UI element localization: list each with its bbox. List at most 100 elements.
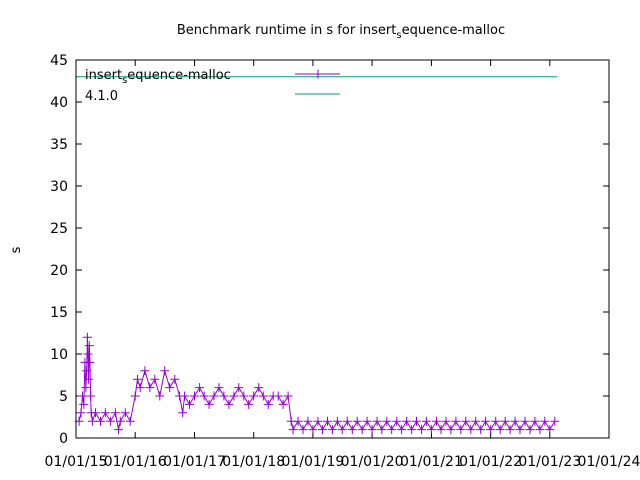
data-point-insert-sequence-malloc xyxy=(79,399,89,409)
data-point-insert-sequence-malloc xyxy=(244,399,254,409)
data-point-insert-sequence-malloc xyxy=(486,425,496,435)
chart-title-suffix: equence-malloc xyxy=(402,23,506,38)
x-tick-label: 01/01/15 xyxy=(45,454,108,470)
data-point-insert-sequence-malloc xyxy=(441,416,451,426)
data-point-insert-sequence-malloc xyxy=(185,399,194,409)
data-point-insert-sequence-malloc xyxy=(160,366,170,376)
y-tick-label: 30 xyxy=(50,179,68,195)
data-point-insert-sequence-malloc xyxy=(178,408,188,418)
data-point-insert-sequence-malloc xyxy=(540,416,550,426)
data-point-insert-sequence-malloc xyxy=(342,416,352,426)
x-tick-label: 01/01/24 xyxy=(578,454,640,470)
data-point-insert-sequence-malloc xyxy=(82,332,92,342)
plot-border xyxy=(75,59,610,439)
x-tick-label: 01/01/23 xyxy=(518,454,581,470)
x-tick-label: 01/01/21 xyxy=(400,454,463,470)
data-point-insert-sequence-malloc xyxy=(367,425,377,435)
data-point-insert-sequence-malloc xyxy=(535,425,545,435)
data-point-insert-sequence-malloc xyxy=(397,425,407,435)
legend-label-4-1-0: 4.1.0 xyxy=(85,89,118,104)
series-layer xyxy=(74,76,560,435)
x-tick-label: 01/01/16 xyxy=(104,454,167,470)
data-point-insert-sequence-malloc xyxy=(432,416,441,426)
data-point-insert-sequence-malloc xyxy=(347,425,357,435)
data-point-insert-sequence-malloc xyxy=(78,391,87,401)
data-point-insert-sequence-malloc xyxy=(195,383,205,393)
data-point-insert-sequence-malloc xyxy=(114,425,123,435)
data-point-insert-sequence-malloc xyxy=(515,425,525,435)
data-point-insert-sequence-malloc xyxy=(199,391,209,401)
data-point-insert-sequence-malloc xyxy=(249,391,259,401)
data-point-insert-sequence-malloc xyxy=(105,416,115,426)
y-tick-label: 35 xyxy=(50,137,68,153)
data-point-insert-sequence-malloc xyxy=(303,416,313,426)
data-point-insert-sequence-malloc xyxy=(318,425,327,435)
data-point-insert-sequence-malloc xyxy=(332,416,342,426)
data-point-insert-sequence-malloc xyxy=(214,383,224,393)
data-point-insert-sequence-malloc xyxy=(133,374,142,384)
x-tick-label: 01/01/20 xyxy=(341,454,404,470)
data-point-insert-sequence-malloc xyxy=(495,425,505,435)
data-point-insert-sequence-malloc xyxy=(372,416,382,426)
data-point-insert-sequence-malloc xyxy=(224,399,234,409)
data-point-insert-sequence-malloc xyxy=(436,425,446,435)
y-axis-ticks: 0 5 10 15 20 25 30 35 40 45 xyxy=(50,53,609,447)
data-point-insert-sequence-malloc xyxy=(84,341,94,351)
chart-title: Benchmark runtime in s for insertsequenc… xyxy=(177,23,505,41)
data-point-insert-sequence-malloc xyxy=(525,425,535,435)
y-tick-label: 25 xyxy=(50,221,68,237)
data-point-insert-sequence-malloc xyxy=(273,391,283,401)
data-point-insert-sequence-malloc xyxy=(456,425,466,435)
y-tick-label: 10 xyxy=(50,347,68,363)
data-point-insert-sequence-malloc xyxy=(84,374,94,384)
y-tick-label: 5 xyxy=(59,389,68,405)
data-point-insert-sequence-malloc xyxy=(417,425,427,435)
data-point-insert-sequence-malloc xyxy=(219,391,229,401)
data-point-insert-sequence-malloc xyxy=(209,391,219,401)
data-point-insert-sequence-malloc xyxy=(145,383,155,393)
legend-marker-insert-sequence-malloc xyxy=(313,69,323,79)
x-axis-ticks: 01/01/1501/01/1601/01/1701/01/1801/01/19… xyxy=(45,60,640,470)
data-point-insert-sequence-malloc xyxy=(545,425,555,435)
data-point-insert-sequence-malloc xyxy=(491,416,501,426)
chart-title-subscript: s xyxy=(396,30,401,41)
data-point-insert-sequence-malloc xyxy=(471,416,481,426)
data-point-insert-sequence-malloc xyxy=(476,425,486,435)
data-point-insert-sequence-malloc xyxy=(308,425,318,435)
data-point-insert-sequence-malloc xyxy=(204,399,214,409)
data-point-insert-sequence-malloc xyxy=(520,416,530,426)
data-point-insert-sequence-malloc xyxy=(377,425,387,435)
data-point-insert-sequence-malloc xyxy=(352,416,362,426)
data-point-insert-sequence-malloc xyxy=(283,391,293,401)
data-point-insert-sequence-malloc xyxy=(426,425,436,435)
x-tick-label: 01/01/22 xyxy=(459,454,522,470)
data-point-insert-sequence-malloc xyxy=(190,391,199,401)
data-point-insert-sequence-malloc xyxy=(258,391,268,401)
data-point-insert-sequence-malloc xyxy=(293,416,303,426)
data-point-insert-sequence-malloc xyxy=(357,425,367,435)
data-point-insert-sequence-malloc xyxy=(110,408,120,418)
data-point-insert-sequence-malloc xyxy=(392,416,402,426)
data-point-insert-sequence-malloc xyxy=(91,408,100,418)
y-tick-label: 45 xyxy=(50,53,68,69)
data-point-insert-sequence-malloc xyxy=(407,425,417,435)
data-point-insert-sequence-malloc xyxy=(505,425,515,435)
data-point-insert-sequence-malloc xyxy=(170,374,180,384)
legend-label-suffix: equence-malloc xyxy=(127,68,231,83)
data-point-insert-sequence-malloc xyxy=(362,416,372,426)
legend-label-subscript: s xyxy=(122,75,127,86)
data-point-insert-sequence-malloc xyxy=(382,416,392,426)
data-point-insert-sequence-malloc xyxy=(263,399,273,409)
data-point-insert-sequence-malloc xyxy=(337,425,347,435)
data-point-insert-sequence-malloc xyxy=(446,425,456,435)
data-point-insert-sequence-malloc xyxy=(550,416,560,426)
data-point-insert-sequence-malloc xyxy=(82,366,92,376)
data-point-insert-sequence-malloc xyxy=(120,408,130,418)
x-tick-label: 01/01/17 xyxy=(163,454,226,470)
data-point-insert-sequence-malloc xyxy=(313,416,323,426)
data-point-insert-sequence-malloc xyxy=(100,408,110,418)
data-point-insert-sequence-malloc xyxy=(451,416,461,426)
data-point-insert-sequence-malloc xyxy=(461,416,471,426)
